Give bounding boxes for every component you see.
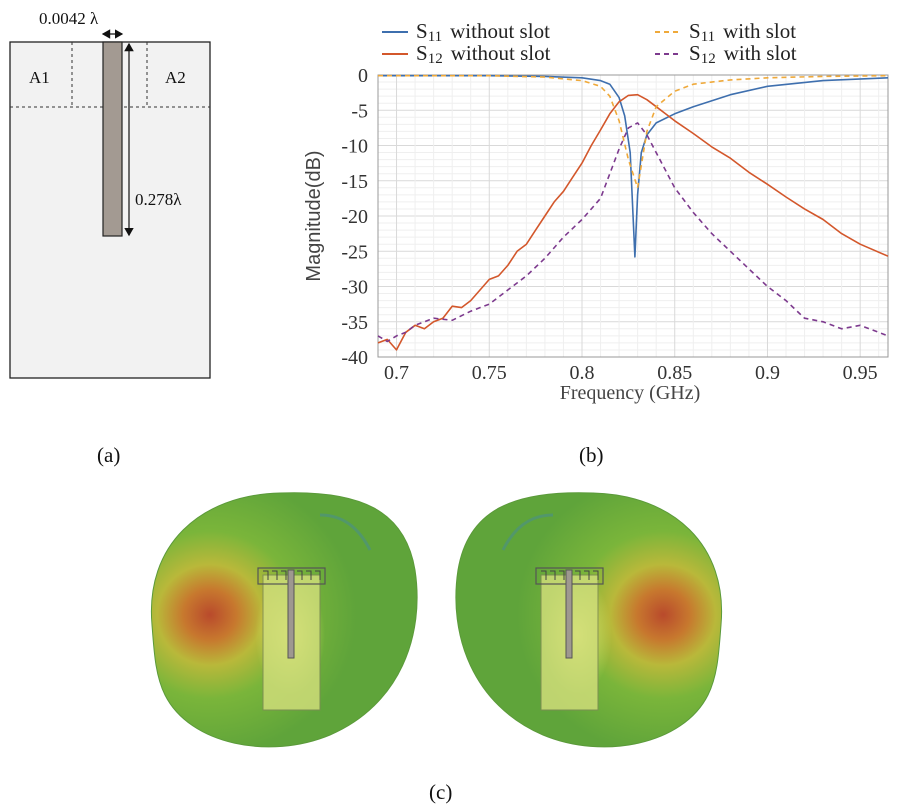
panel-c-label: (c) [429,780,453,804]
x-tick-label: 0.9 [755,362,780,384]
y-axis-label: Magnitude(dB) [303,150,325,281]
legend-entry: S12 without slot [416,41,551,67]
chart-series [377,74,889,351]
series-line-s12-without-slot [377,93,889,351]
antenna-layout-drawing [9,29,211,379]
plot-frame [377,74,889,358]
legend-entry: S11 with slot [689,19,796,45]
width-dimension-label: 0.0042 λ [39,9,99,28]
slot-strip [102,41,123,237]
legend-entry: S12 with slot [689,41,797,67]
x-tick-label: 0.8 [570,362,595,384]
chart-axes: 0 -5 -10 -15 -20 -25 -30 -35 -40 0.7 0.75 0.8 0.85 0.… [341,65,889,384]
y-tick-label: 0 [358,65,368,87]
y-tick-label: -5 [351,100,368,122]
radiation-pattern-views [150,492,723,748]
panel-a: 0.0042 λ 0.278λ A1 A2 [0,0,230,400]
x-axis-label: Frequency (GHz) [560,382,701,404]
y-tick-label: -40 [341,347,368,369]
area-a2-label: A2 [165,68,186,87]
area-a1-label: A1 [29,68,50,87]
y-tick-label: -10 [341,136,368,158]
length-dimension-label: 0.278λ [135,190,182,209]
x-tick-label: 0.85 [657,362,692,384]
legend-entry: S11 without slot [416,19,550,45]
series-line-s12-with-slot [377,122,889,343]
y-tick-label: -25 [341,241,368,263]
panel-b-label: (b) [579,443,604,467]
x-tick-label: 0.7 [384,362,409,384]
y-tick-label: -20 [341,206,368,228]
x-tick-label: 0.75 [472,362,507,384]
pattern-left-view [150,492,418,748]
panel-a-label: (a) [97,443,121,467]
x-tick-label: 0.95 [843,362,878,384]
series-line-s11-without-slot [378,74,889,258]
series-line-s11-with-slot [378,74,889,189]
y-tick-label: -15 [341,171,368,193]
pattern-right-view [455,492,723,748]
y-tick-label: -35 [341,312,368,334]
y-tick-label: -30 [341,277,368,299]
s-parameter-chart: 0 -5 -10 -15 -20 -25 -30 -35 -40 0.7 0.75 0.8 0.85 0.… [303,19,889,404]
